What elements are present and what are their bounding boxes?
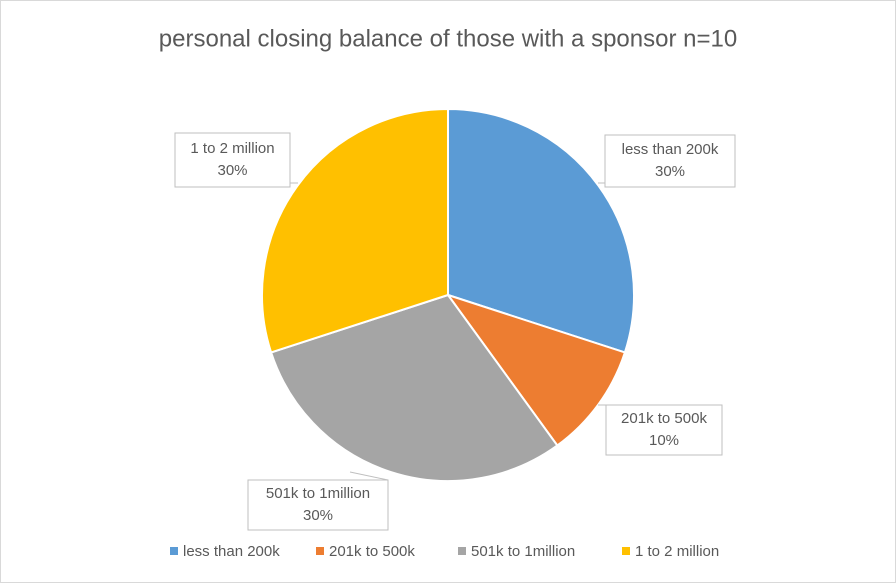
data-label-category: 201k to 500k — [621, 410, 707, 427]
legend-label: 1 to 2 million — [635, 543, 719, 560]
legend-swatch — [622, 547, 630, 555]
legend-label: 501k to 1million — [471, 543, 575, 560]
legend-label: less than 200k — [183, 543, 280, 560]
legend-swatch — [316, 547, 324, 555]
data-label-value: 30% — [303, 507, 333, 524]
label-box — [247, 479, 389, 531]
label-box — [604, 134, 736, 188]
label-pointer — [349, 471, 389, 481]
pie-slice — [447, 107, 635, 354]
data-label-category: 1 to 2 million — [190, 140, 274, 157]
pie-slice — [261, 107, 449, 354]
chart-title: personal closing balance of those with a… — [159, 25, 737, 52]
label-box — [605, 404, 723, 456]
pie-slice — [269, 293, 559, 482]
data-label-category: 501k to 1million — [266, 485, 370, 502]
data-label-category: less than 200k — [622, 141, 719, 158]
data-label-value: 30% — [217, 162, 247, 179]
data-label-value: 10% — [649, 432, 679, 449]
legend-swatch — [458, 547, 466, 555]
legend-swatch — [170, 547, 178, 555]
label-box — [174, 132, 291, 188]
data-label-value: 30% — [655, 163, 685, 180]
pie-slice — [445, 293, 627, 447]
legend-label: 201k to 500k — [329, 543, 415, 560]
